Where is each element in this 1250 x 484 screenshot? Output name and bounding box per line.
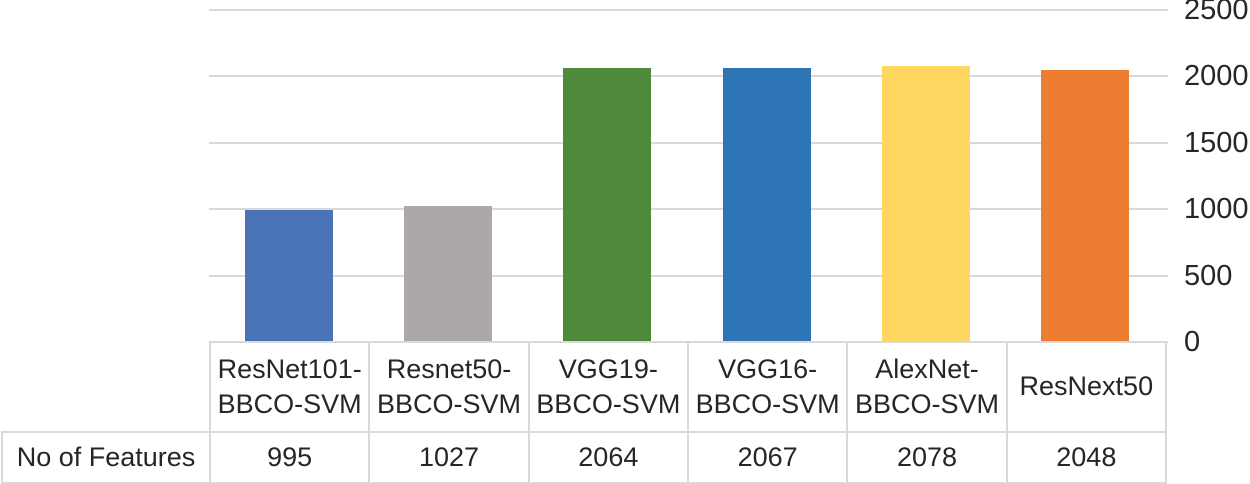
category-label-5: AlexNet-BBCO-SVM: [846, 341, 1008, 433]
table-corner-cell: [2, 342, 210, 432]
bar-alexnet-bbco-svm: [882, 66, 970, 342]
category-label-4: VGG16-BBCO-SVM: [686, 341, 849, 433]
bar-vgg19-bbco-svm: [563, 67, 652, 342]
category-label-1: ResNet101-BBCO-SVM: [208, 341, 371, 433]
gridline-500: [209, 274, 1168, 277]
bar-resnext50: [1041, 70, 1130, 342]
bar-vgg16-bbco-svm: [722, 67, 811, 342]
y-tick-label-0: 0: [1184, 326, 1201, 358]
bar-resnet50-bbco-svm: [404, 205, 492, 342]
value-cell-6: 2048: [1005, 431, 1167, 484]
value-cell-4: 2067: [686, 431, 849, 484]
category-label-3: VGG19-BBCO-SVM: [527, 341, 689, 433]
y-tick-label-500: 500: [1184, 259, 1233, 292]
value-cell-2: 1027: [368, 431, 530, 484]
gridline-1000: [209, 208, 1168, 211]
gridline-2000: [209, 75, 1168, 78]
category-label-2: Resnet50-BBCO-SVM: [368, 341, 530, 433]
table-row-label: No of Features: [1, 431, 211, 484]
y-tick-label-1500: 1500: [1184, 126, 1249, 159]
bar-resnet101-bbco-svm: [244, 209, 333, 342]
category-label-6: ResNext50: [1005, 341, 1167, 433]
value-cell-3: 2064: [527, 431, 689, 484]
data-table: ResNet101-BBCO-SVM Resnet50-BBCO-SVM VGG19…: [1, 341, 1167, 484]
gridline-2500: [209, 9, 1168, 11]
value-cell-5: 2078: [846, 431, 1008, 484]
y-tick-label-1000: 1000: [1184, 193, 1249, 226]
y-tick-label-2000: 2000: [1184, 60, 1249, 93]
value-cell-1: 995: [208, 431, 371, 484]
gridline-1500: [209, 141, 1168, 144]
y-tick-label-2500: 2500: [1184, 0, 1249, 26]
